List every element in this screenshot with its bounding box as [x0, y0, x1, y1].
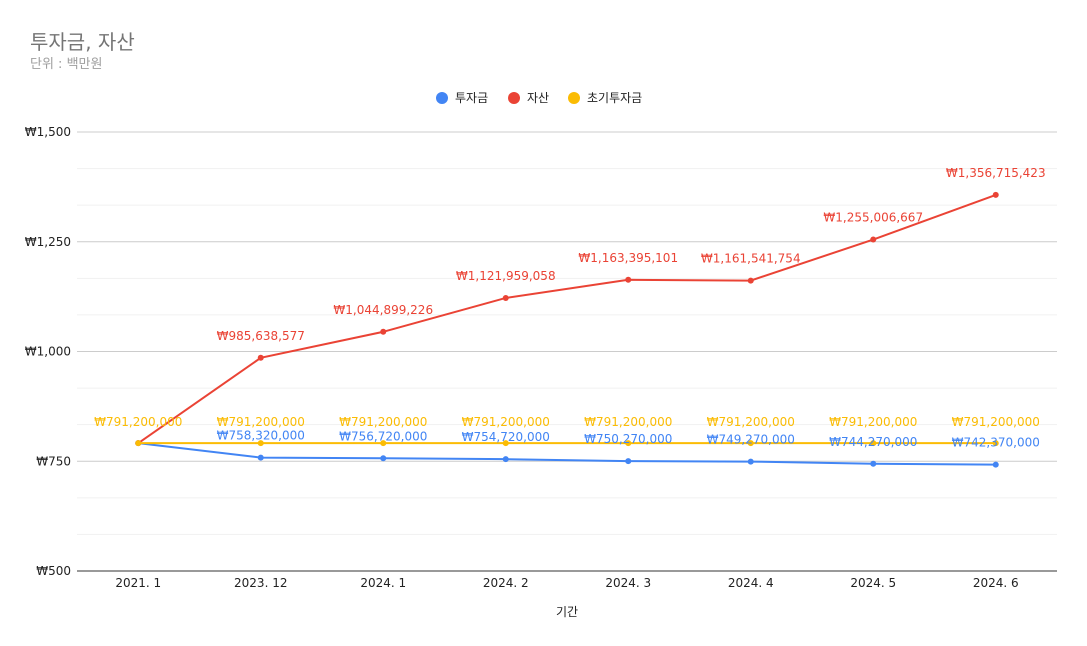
data-label: ₩1,255,006,667 [823, 211, 923, 225]
chart-subtitle: 단위 : 백만원 [30, 57, 103, 72]
data-point[interactable] [257, 440, 264, 447]
data-label: ₩791,200,000 [584, 415, 672, 429]
data-point[interactable] [992, 461, 999, 468]
legend-label[interactable]: 초기투자금 [587, 91, 642, 105]
data-label: ₩758,320,000 [217, 429, 305, 443]
data-point[interactable] [502, 294, 509, 301]
data-point[interactable] [135, 440, 142, 447]
data-point[interactable] [747, 440, 754, 447]
data-point[interactable] [257, 354, 264, 361]
x-tick-label: 2024. 6 [973, 576, 1019, 590]
x-axis-title: 기간 [556, 605, 578, 619]
data-labels: ₩758,320,000 ₩756,720,000 ₩754,720,000 ₩750… [94, 166, 1045, 450]
legend-label[interactable]: 자산 [527, 91, 549, 105]
y-tick-label: ₩750 [36, 454, 71, 468]
x-axis: 2021. 1 2023. 12 2024. 1 2024. 2 2024. 3 2024… [115, 576, 1018, 590]
data-point[interactable] [992, 440, 999, 447]
y-tick-label: ₩1,500 [25, 125, 71, 139]
y-tick-label: ₩1,000 [25, 345, 71, 359]
data-label: ₩791,200,000 [462, 415, 550, 429]
data-label: ₩1,161,541,754 [701, 252, 801, 266]
data-point[interactable] [747, 277, 754, 284]
data-label: ₩749,270,000 [707, 433, 795, 447]
chart-title: 투자금, 자산 [30, 30, 135, 54]
data-point[interactable] [625, 458, 632, 465]
legend-marker [568, 92, 580, 104]
legend-marker [436, 92, 448, 104]
data-point[interactable] [747, 458, 754, 465]
data-label: ₩1,356,715,423 [946, 166, 1046, 180]
data-label: ₩1,121,959,058 [456, 269, 556, 283]
data-point[interactable] [257, 454, 264, 461]
x-tick-label: 2021. 1 [115, 576, 161, 590]
x-tick-label: 2024. 1 [360, 576, 406, 590]
legend-label[interactable]: 투자금 [455, 91, 488, 105]
data-label: ₩1,044,899,226 [333, 303, 433, 317]
data-label: ₩791,200,000 [707, 415, 795, 429]
data-label: ₩756,720,000 [339, 429, 427, 443]
data-point[interactable] [380, 440, 387, 447]
legend-marker [508, 92, 520, 104]
grid-lines [77, 131, 1057, 572]
x-tick-label: 2024. 2 [483, 576, 529, 590]
x-tick-label: 2024. 4 [728, 576, 774, 590]
data-label: ₩791,200,000 [829, 415, 917, 429]
data-point[interactable] [502, 456, 509, 463]
data-label: ₩791,200,000 [217, 415, 305, 429]
series-line [138, 442, 996, 466]
series-lines [135, 191, 999, 468]
data-point[interactable] [625, 440, 632, 447]
data-point[interactable] [870, 236, 877, 243]
x-tick-label: 2024. 3 [605, 576, 651, 590]
data-label: ₩791,200,000 [339, 415, 427, 429]
y-tick-label: ₩500 [36, 564, 71, 578]
x-tick-label: 2023. 12 [234, 576, 287, 590]
series-line [137, 193, 997, 444]
x-tick-label: 2024. 5 [850, 576, 896, 590]
data-label: ₩791,200,000 [94, 415, 182, 429]
data-label: ₩754,720,000 [462, 430, 550, 444]
y-tick-label: ₩1,250 [25, 235, 71, 249]
y-axis: ₩500 ₩750 ₩1,000 ₩1,250 ₩1,500 [25, 125, 71, 578]
data-point[interactable] [625, 276, 632, 283]
data-label: ₩742,370,000 [952, 436, 1040, 450]
data-label: ₩985,638,577 [217, 329, 305, 343]
data-point[interactable] [380, 328, 387, 335]
legend: 투자금 자산 초기투자금 [436, 91, 642, 105]
data-label: ₩1,163,395,101 [578, 251, 678, 265]
data-point[interactable] [992, 191, 999, 198]
data-point[interactable] [870, 440, 877, 447]
data-label: ₩791,200,000 [952, 415, 1040, 429]
data-point[interactable] [502, 440, 509, 447]
data-label: ₩750,270,000 [584, 432, 672, 446]
data-point[interactable] [870, 460, 877, 467]
data-point[interactable] [380, 455, 387, 462]
data-label: ₩744,270,000 [829, 435, 917, 449]
